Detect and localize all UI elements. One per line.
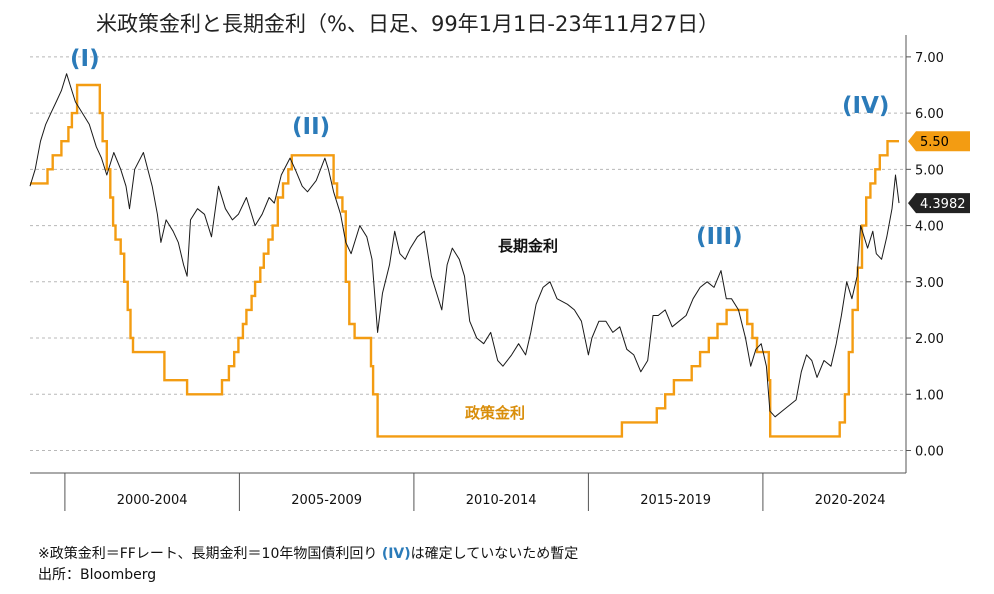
footnote-highlight: (IV): [381, 546, 411, 562]
policy-rate-line: [30, 83, 899, 438]
y-tick-label: 5.00: [915, 163, 944, 178]
grid: [30, 56, 906, 452]
footnote-text-a: ※政策金利＝FFレート、長期金利＝10年物国債利回り: [38, 546, 382, 562]
series-label-policy: 政策金利: [465, 404, 525, 422]
series-label-long-term: 長期金利: [498, 237, 558, 255]
y-tick-label: 2.00: [915, 332, 944, 347]
annotation-1: (I): [70, 46, 100, 72]
annotation-2: (II): [292, 114, 330, 140]
axes: 7.00 6.00 5.00 4.00 3.00 2.00 1.00 0.00 2000-200…: [30, 35, 944, 511]
footnote-text-b: は確定していないため暫定: [410, 546, 579, 562]
longterm-last-value: 4.3982: [920, 197, 966, 212]
chart-title: 米政策金利と長期金利（%、日足、99年1月1日-23年11月27日）: [96, 12, 719, 36]
y-tick-label: 7.00: [915, 51, 944, 66]
x-period-label: 2010-2014: [466, 493, 537, 508]
annotation-3: (III): [696, 224, 743, 250]
policy-last-box: [908, 131, 970, 152]
series-layer: [29, 73, 900, 438]
x-period-label: 2015-2019: [640, 493, 711, 508]
x-period-label: 2005-2009: [291, 493, 362, 508]
y-tick-label: 0.00: [915, 445, 944, 460]
long-term-rate-line: [29, 73, 900, 418]
footnote-definitions: ※政策金利＝FFレート、長期金利＝10年物国債利回り (IV)は確定していないた…: [38, 543, 578, 563]
footnote-source: 出所：Bloomberg: [38, 567, 157, 583]
policy-last-value: 5.50: [920, 135, 949, 150]
x-period-label: 2020-2024: [815, 493, 886, 508]
y-tick-label: 4.00: [915, 220, 944, 235]
y-tick-label: 1.00: [915, 388, 944, 403]
longterm-last-box: [908, 193, 970, 214]
x-period-label: 2000-2004: [117, 493, 188, 508]
y-tick-label: 3.00: [915, 276, 944, 291]
annotation-4: (IV): [842, 93, 889, 119]
y-tick-label: 6.00: [915, 107, 944, 122]
